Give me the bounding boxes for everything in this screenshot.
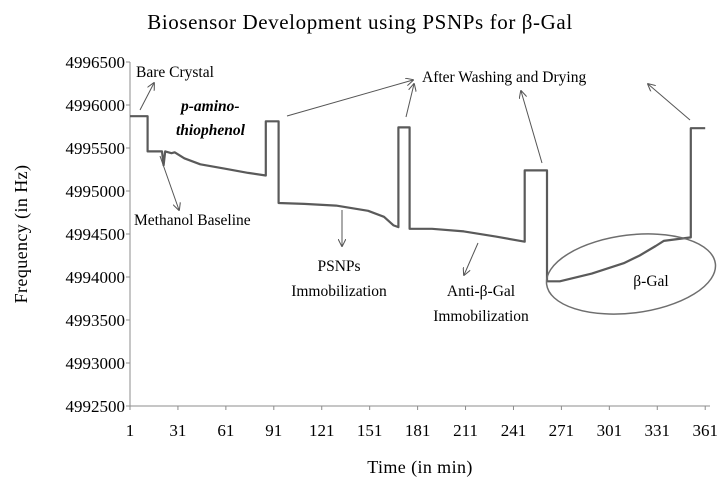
y-tick-label: 4995500 (66, 139, 126, 158)
annotation-washing-drying: After Washing and Drying (422, 69, 586, 86)
y-axis-label: Frequency (in Hz) (11, 165, 32, 304)
x-tick-label: 331 (645, 421, 671, 440)
y-tick-label: 4993500 (66, 311, 126, 330)
x-tick-label: 91 (265, 421, 282, 440)
annotation-psnps-line1: PSNPs (317, 258, 360, 275)
x-tick-label: 301 (597, 421, 623, 440)
annotations: Bare Crystal p-amino- thiophenol After W… (134, 64, 669, 325)
y-tick-label: 4994000 (66, 268, 126, 287)
x-tick-label: 181 (405, 421, 431, 440)
y-tick-label: 4992500 (66, 397, 126, 416)
arrow-washing-1 (286, 80, 413, 117)
x-tick-label: 121 (309, 421, 335, 440)
arrow-bare-crystal (139, 83, 154, 111)
x-tick-label: 361 (692, 421, 718, 440)
annotation-beta-gal: β-Gal (633, 273, 668, 290)
x-tick-label: 241 (501, 421, 527, 440)
annotation-p-amino-line1: p-amino- (179, 98, 240, 115)
arrow-anti-beta-gal (464, 242, 479, 275)
annotation-psnps-line2: Immobilization (291, 283, 387, 300)
x-tick-label: 1 (126, 421, 135, 440)
arrow-washing-4 (648, 84, 691, 121)
x-tick-label: 151 (357, 421, 383, 440)
beta-gal-ellipse (545, 233, 717, 315)
y-tick-label: 4996500 (66, 53, 126, 72)
arrow-methanol-baseline (159, 155, 179, 210)
y-tick-label: 4994500 (66, 225, 126, 244)
y-tick-label: 4996000 (66, 96, 126, 115)
y-tick-labels: 4996500 4996000 4995500 4995000 4994500 49940… (66, 53, 130, 416)
x-tick-label: 271 (549, 421, 575, 440)
y-tick-label: 4993000 (66, 354, 126, 373)
x-tick-labels: 1 31 61 91 121 151 181 211 241 271 301 331 361 (126, 406, 718, 440)
annotation-bare-crystal: Bare Crystal (136, 64, 214, 81)
arrow-washing-2 (405, 84, 414, 118)
series-line (130, 115, 706, 283)
x-tick-label: 31 (169, 421, 186, 440)
annotation-anti-beta-gal-line1: Anti-β-Gal (447, 283, 515, 300)
x-tick-label: 211 (453, 421, 478, 440)
annotation-anti-beta-gal-line2: Immobilization (433, 308, 529, 325)
arrow-washing-3 (521, 91, 543, 164)
x-tick-label: 61 (217, 421, 234, 440)
annotation-p-amino-line2: thiophenol (176, 122, 246, 139)
annotation-arrows (139, 80, 691, 275)
y-tick-label: 4995000 (66, 182, 126, 201)
series-group (130, 115, 706, 283)
chart-title: Biosensor Development using PSNPs for β-… (147, 10, 573, 34)
x-axis-label: Time (in min) (367, 457, 473, 478)
annotation-methanol-baseline: Methanol Baseline (134, 212, 251, 229)
